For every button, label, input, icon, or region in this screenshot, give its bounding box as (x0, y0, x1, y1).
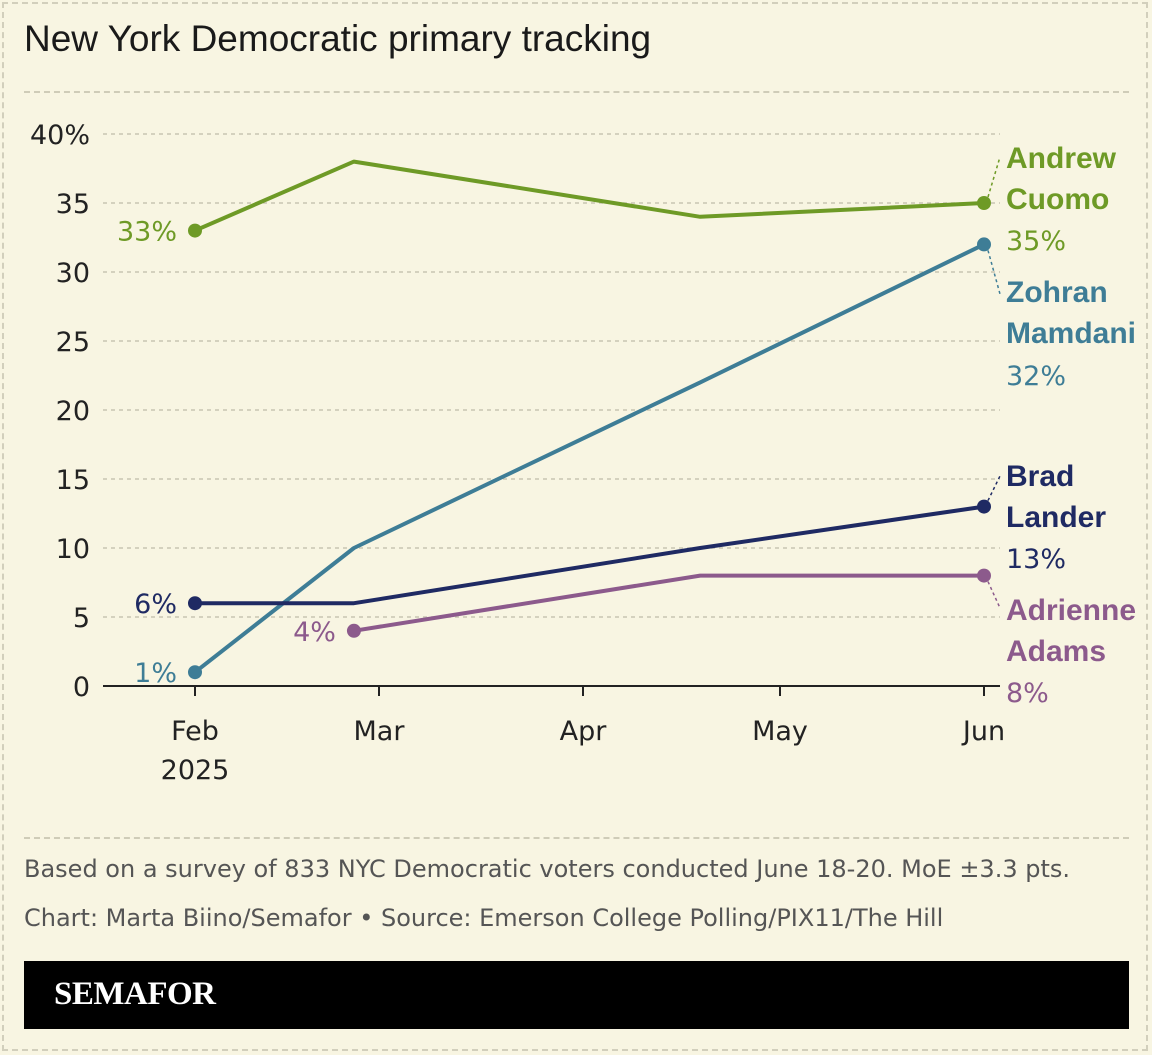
series-name-mamdani: Zohran (1006, 276, 1108, 309)
y-tick-label: 30 (56, 258, 90, 289)
start-point-lander (188, 596, 202, 611)
start-point-cuomo (188, 223, 202, 238)
series-line-mamdani (193, 242, 985, 674)
start-label-mamdani: 1% (134, 658, 177, 689)
x-tick-label: May (752, 716, 808, 747)
start-label-adams: 4% (293, 617, 336, 648)
series-line-adams (353, 573, 984, 633)
series-labels: 33% Andrew Cuomo 35% 1% Zohran Mamdani 32% 6% Bra… (117, 142, 1136, 709)
y-tick-label: 25 (56, 327, 90, 358)
end-label-lander: 13% (1006, 544, 1066, 575)
start-label-lander: 6% (134, 589, 177, 620)
y-tick-label: 15 (56, 465, 90, 496)
series-name-cuomo: Cuomo (1006, 183, 1109, 216)
series-line-lander (195, 504, 985, 606)
footer-bar: SEMAFOR (24, 961, 1129, 1029)
end-point-mamdani (977, 237, 991, 252)
end-point-lander (977, 499, 991, 514)
end-label-adams: 8% (1006, 678, 1049, 709)
leader-line-adams (987, 581, 1001, 609)
source-credit: Chart: Marta Biino/Semafor • Source: Eme… (24, 904, 944, 932)
y-tick-label: 10 (56, 534, 90, 565)
x-tick-label: Feb (171, 716, 219, 747)
end-label-mamdani: 32% (1006, 361, 1066, 392)
start-point-mamdani (188, 665, 202, 680)
series-lines (188, 159, 991, 680)
x-tick-year-label: 2025 (161, 755, 230, 786)
y-axis-ticks: 0 5 10 15 20 25 30 35 40% (30, 120, 90, 703)
start-point-adams (346, 623, 361, 638)
page-title: New York Democratic primary tracking (24, 18, 652, 59)
y-tick-label: 5 (73, 603, 90, 634)
x-axis: Feb 2025 Mar Apr May Jun (103, 685, 1005, 786)
grid-lines (103, 133, 1000, 618)
series-name-lander: Lander (1006, 501, 1106, 534)
leader-line-cuomo (987, 156, 1001, 198)
end-label-cuomo: 35% (1006, 226, 1066, 257)
y-tick-label: 35 (56, 189, 90, 220)
series-line-cuomo (194, 159, 985, 233)
end-point-adams (977, 568, 991, 583)
y-tick-label: 40% (30, 120, 90, 151)
series-name-lander: Brad (1006, 460, 1074, 493)
end-point-cuomo (977, 196, 991, 210)
series-name-adams: Adams (1006, 635, 1106, 668)
survey-note: Based on a survey of 833 NYC Democratic … (24, 855, 1071, 883)
series-name-cuomo: Andrew (1006, 142, 1117, 175)
top-divider (24, 91, 1129, 93)
y-tick-label: 20 (56, 396, 90, 427)
series-name-adams: Adrienne (1006, 594, 1136, 627)
leader-line-mamdani (987, 250, 1001, 295)
bottom-divider (24, 837, 1129, 839)
leader-line-lander (987, 475, 1001, 501)
x-tick-label: Jun (961, 716, 1005, 747)
x-tick-label: Mar (354, 716, 406, 747)
start-label-cuomo: 33% (117, 217, 177, 248)
y-tick-label: 0 (73, 672, 90, 703)
series-name-mamdani: Mamdani (1006, 317, 1136, 350)
x-tick-label: Apr (560, 716, 608, 747)
semafor-logo: SEMAFOR (54, 976, 216, 1012)
